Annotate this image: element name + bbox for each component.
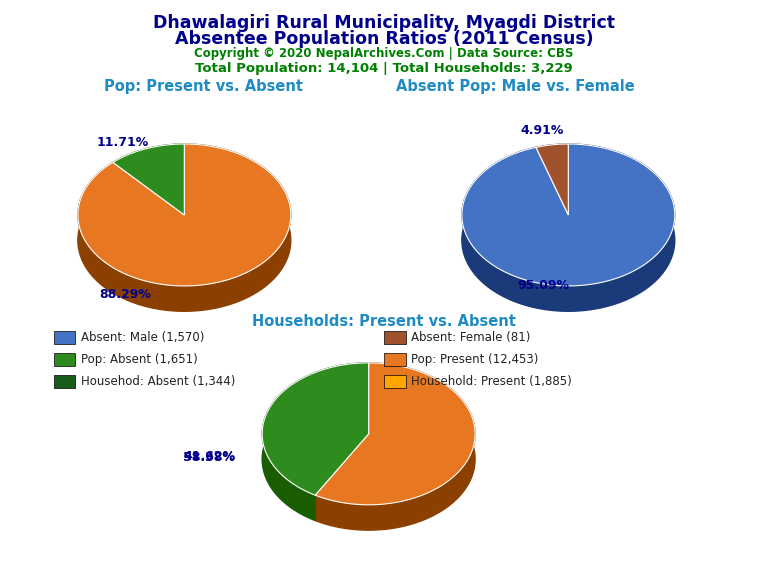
Text: 58.38%: 58.38% xyxy=(184,452,235,464)
Polygon shape xyxy=(536,144,568,215)
Text: Absentee Population Ratios (2011 Census): Absentee Population Ratios (2011 Census) xyxy=(174,30,594,48)
Text: Pop: Absent (1,651): Pop: Absent (1,651) xyxy=(81,353,197,366)
Text: Absent: Female (81): Absent: Female (81) xyxy=(411,331,530,344)
Polygon shape xyxy=(462,144,675,311)
Text: Absent: Male (1,570): Absent: Male (1,570) xyxy=(81,331,204,344)
Text: Household: Present (1,885): Household: Present (1,885) xyxy=(411,375,571,388)
Text: Pop: Present (12,453): Pop: Present (12,453) xyxy=(411,353,538,366)
Text: Dhawalagiri Rural Municipality, Myagdi District: Dhawalagiri Rural Municipality, Myagdi D… xyxy=(153,14,615,32)
Polygon shape xyxy=(315,363,475,505)
Polygon shape xyxy=(262,363,369,521)
Text: Households: Present vs. Absent: Households: Present vs. Absent xyxy=(252,314,516,329)
Polygon shape xyxy=(78,144,291,286)
Polygon shape xyxy=(113,144,184,215)
Text: Househod: Absent (1,344): Househod: Absent (1,344) xyxy=(81,375,235,388)
Polygon shape xyxy=(315,363,475,530)
Text: 88.29%: 88.29% xyxy=(99,288,151,301)
Polygon shape xyxy=(113,144,184,188)
Text: 11.71%: 11.71% xyxy=(97,135,149,149)
Polygon shape xyxy=(78,144,291,311)
Polygon shape xyxy=(536,144,568,173)
Text: 95.09%: 95.09% xyxy=(518,279,570,291)
Text: Total Population: 14,104 | Total Households: 3,229: Total Population: 14,104 | Total Househo… xyxy=(195,62,573,75)
Text: 4.91%: 4.91% xyxy=(521,124,564,137)
Polygon shape xyxy=(462,144,675,286)
Text: Absent Pop: Male vs. Female: Absent Pop: Male vs. Female xyxy=(396,79,634,94)
Text: Pop: Present vs. Absent: Pop: Present vs. Absent xyxy=(104,79,303,94)
Text: 41.62%: 41.62% xyxy=(184,449,236,463)
Polygon shape xyxy=(262,363,369,495)
Text: Copyright © 2020 NepalArchives.Com | Data Source: CBS: Copyright © 2020 NepalArchives.Com | Dat… xyxy=(194,47,574,60)
